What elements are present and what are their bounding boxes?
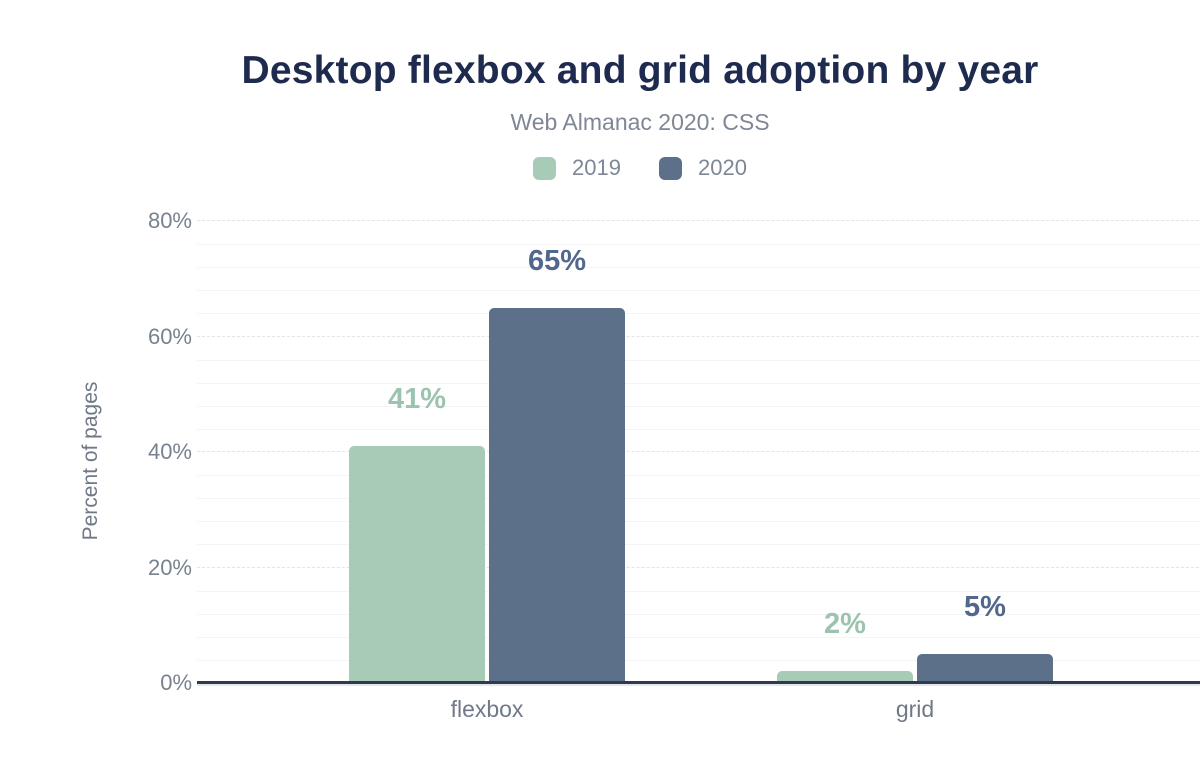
gridline-minor-8 [197, 636, 1200, 638]
gridline-minor-24 [197, 544, 1200, 546]
bar-label-2019-flexbox: 41% [387, 383, 447, 416]
bar-label-2020-grid: 5% [964, 591, 1006, 624]
gridline-major-20 [197, 566, 1200, 568]
legend: 2019 2020 [40, 155, 1200, 181]
gridline-minor-44 [197, 428, 1200, 430]
gridline-minor-4 [197, 659, 1200, 661]
bar-label-2019-grid: 2% [824, 608, 866, 641]
legend-label-2019: 2019 [572, 155, 621, 180]
bar-2019-grid[interactable] [777, 671, 913, 683]
x-axis-line [197, 681, 1200, 684]
y-tick-label-80: 80% [147, 208, 192, 233]
gridline-minor-28 [197, 521, 1200, 523]
legend-label-2020: 2020 [698, 155, 747, 180]
gridline-minor-52 [197, 382, 1200, 384]
gridline-minor-16 [197, 590, 1200, 592]
y-tick-label-0: 0% [160, 670, 192, 695]
gridline-major-60 [197, 335, 1200, 337]
y-tick-label-20: 20% [147, 554, 192, 580]
legend-swatch-2020 [659, 156, 682, 180]
gridline-minor-56 [197, 359, 1200, 361]
y-tick-label-40: 40% [147, 439, 192, 464]
bar-chart-figure: Desktop flexbox and grid adoption by yea… [40, 16, 1200, 758]
gridline-minor-32 [197, 498, 1200, 500]
chart-subtitle: Web Almanac 2020: CSS [510, 109, 770, 135]
x-axis-label-flexbox: flexbox [450, 696, 524, 722]
bar-2019-flexbox[interactable] [349, 446, 485, 683]
x-axis-label-grid: grid [895, 696, 935, 722]
gridline-minor-12 [197, 613, 1200, 615]
chart-title: Desktop flexbox and grid adoption by yea… [241, 49, 1039, 92]
legend-swatch-2019 [533, 156, 557, 180]
bar-2020-flexbox[interactable] [489, 307, 625, 683]
gridline-minor-68 [197, 290, 1200, 292]
gridline-minor-72 [197, 267, 1200, 269]
bar-2020-grid[interactable] [917, 654, 1053, 683]
gridline-major-40 [197, 451, 1200, 452]
gridline-minor-64 [197, 313, 1200, 315]
gridline-minor-48 [197, 405, 1200, 407]
legend-item-2019[interactable]: 2019 [533, 155, 621, 181]
bar-label-2020-flexbox: 65% [527, 244, 587, 277]
gridline-minor-36 [197, 475, 1200, 477]
plot-area: 0% 20% 40% 60% 80% 41% 65% flexbox 2% 5% grid [40, 16, 1200, 758]
gridline-major-80 [197, 220, 1200, 221]
legend-item-2020[interactable]: 2020 [659, 155, 747, 181]
y-tick-label-60: 60% [147, 323, 192, 349]
gridline-minor-76 [197, 244, 1200, 246]
